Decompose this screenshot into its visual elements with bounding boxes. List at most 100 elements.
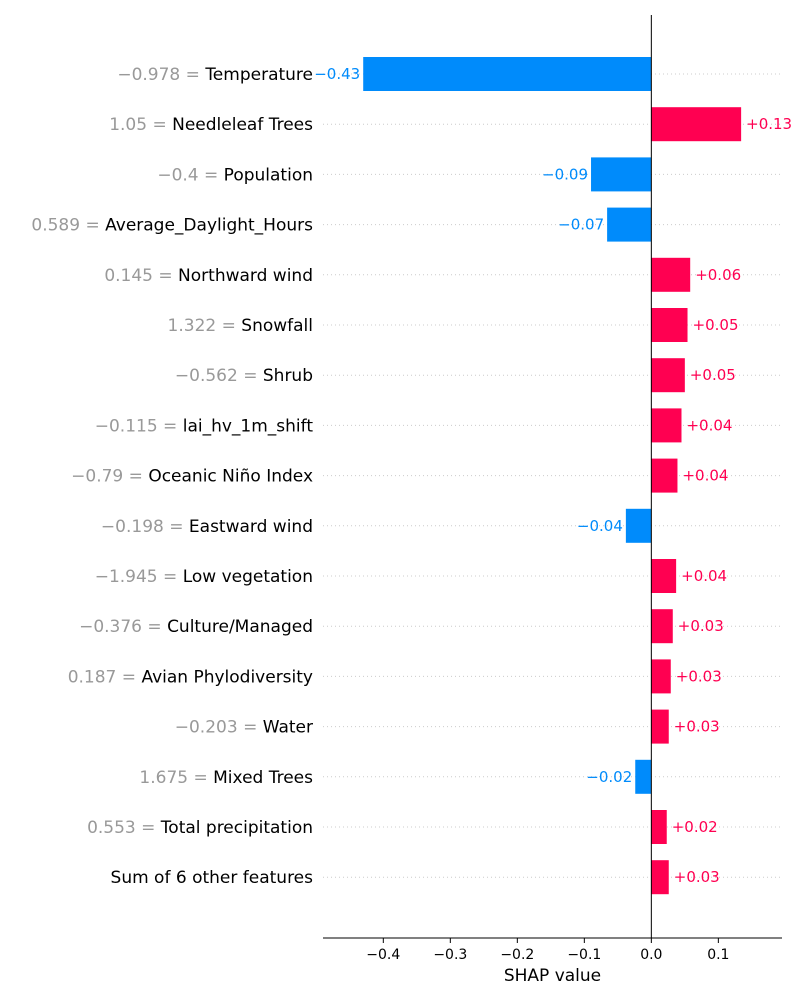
x-axis-title: SHAP value: [504, 966, 601, 986]
bar-value-label: −0.02: [586, 768, 632, 786]
bar-value-label: −0.07: [558, 216, 604, 234]
bar-value-label: +0.03: [678, 617, 724, 635]
shap-bar: [651, 358, 685, 393]
feature-label: −0.978 = Temperature: [117, 65, 313, 85]
feature-name: Mixed Trees: [213, 768, 313, 788]
feature-name: Culture/Managed: [167, 617, 313, 637]
shap-bar: [651, 810, 667, 844]
equals-sign: =: [164, 517, 189, 537]
feature-value: 1.05: [109, 115, 147, 135]
feature-label: 0.145 = Northward wind: [104, 266, 313, 286]
feature-name: Shrub: [263, 366, 313, 386]
shap-bar: [651, 659, 671, 694]
bar-value-label: +0.03: [674, 868, 720, 886]
feature-label: 0.589 = Average_Daylight_Hours: [31, 216, 313, 236]
feature-label: −0.562 = Shrub: [175, 366, 313, 386]
bar-value-label: +0.05: [693, 316, 739, 334]
row-gridlines: [323, 73, 782, 878]
feature-value: 1.322: [168, 316, 217, 336]
shap-bar: [625, 508, 652, 543]
x-tick-label: −0.4: [366, 947, 400, 963]
equals-sign: =: [116, 667, 141, 687]
x-tick-label: 0.1: [707, 947, 729, 963]
feature-label: 1.05 = Needleleaf Trees: [109, 115, 313, 135]
equals-sign: =: [136, 818, 161, 838]
feature-name: Low vegetation: [183, 567, 313, 587]
feature-value: 0.589: [31, 216, 80, 236]
feature-value: −1.945: [95, 567, 158, 587]
feature-value: −0.376: [79, 617, 142, 637]
feature-name: Population: [224, 165, 313, 185]
bar-value-label: +0.03: [674, 718, 720, 736]
feature-value: 0.187: [68, 667, 117, 687]
feature-name: Snowfall: [241, 316, 313, 336]
feature-value: −0.978: [117, 65, 180, 85]
bar-value-label: +0.03: [676, 667, 722, 685]
bar-value-label: +0.05: [690, 366, 736, 384]
bar-value-label: +0.04: [682, 467, 728, 485]
shap-bar: [651, 458, 678, 493]
feature-name: Temperature: [204, 65, 313, 85]
feature-value: 0.553: [87, 818, 136, 838]
shap-bar: [651, 860, 669, 895]
equals-sign: =: [238, 718, 263, 738]
shap-bar: [651, 308, 688, 342]
feature-name: lai_hv_1m_shift: [183, 416, 314, 436]
equals-sign: =: [158, 567, 183, 587]
feature-name: Avian Phylodiversity: [141, 667, 313, 687]
equals-sign: =: [238, 366, 263, 386]
feature-value: −0.562: [175, 366, 238, 386]
shap-bar: [591, 157, 652, 192]
equals-sign: =: [123, 467, 148, 487]
feature-name: Sum of 6 other features: [111, 868, 314, 888]
feature-value: 1.675: [139, 768, 188, 788]
equals-sign: =: [147, 115, 172, 135]
feature-name: Water: [263, 718, 313, 738]
feature-value: −0.203: [175, 718, 238, 738]
feature-value: 0.145: [104, 266, 153, 286]
equals-sign: =: [142, 617, 167, 637]
x-tick-label: −0.1: [567, 947, 601, 963]
equals-sign: =: [188, 768, 213, 788]
feature-label: −0.4 = Population: [157, 165, 313, 185]
feature-name: Eastward wind: [189, 517, 313, 537]
feature-label: 0.553 = Total precipitation: [87, 818, 313, 838]
feature-name: Total precipitation: [160, 818, 313, 838]
feature-value: −0.79: [71, 467, 123, 487]
feature-label: Sum of 6 other features: [111, 868, 314, 888]
bar-value-label: +0.04: [681, 567, 727, 585]
bars: −0.43 +0.13 −0.09 −0.07 +0.06 +0.05 +0.05 +0.04…: [314, 57, 792, 895]
feature-label: −0.79 = Oceanic Niño Index: [71, 467, 313, 487]
feature-value: −0.198: [101, 517, 164, 537]
feature-label: −0.376 = Culture/Managed: [79, 617, 313, 637]
bar-value-label: +0.13: [746, 115, 792, 133]
shap-bar: [651, 609, 673, 644]
feature-name: Needleleaf Trees: [172, 115, 313, 135]
bar-value-label: +0.04: [686, 416, 732, 434]
feature-label: 1.322 = Snowfall: [168, 316, 313, 336]
feature-label: −0.115 = lai_hv_1m_shift: [95, 416, 314, 436]
x-tick-label: 0.0: [640, 947, 662, 963]
x-tick-label: −0.3: [433, 947, 467, 963]
bar-value-label: −0.09: [542, 165, 588, 183]
shap-bar: [651, 257, 691, 292]
shap-bar: [635, 759, 652, 794]
equals-sign: =: [180, 65, 205, 85]
feature-name: Average_Daylight_Hours: [105, 216, 313, 236]
feature-value: −0.115: [95, 416, 158, 436]
feature-label: 0.187 = Avian Phylodiversity: [68, 667, 313, 687]
bar-value-label: −0.43: [314, 65, 360, 83]
equals-sign: =: [216, 316, 241, 336]
feature-label: −1.945 = Low vegetation: [95, 567, 313, 587]
shap-bar: [651, 408, 682, 443]
bar-value-label: +0.06: [695, 266, 741, 284]
x-tick-label: −0.2: [500, 947, 534, 963]
feature-labels: −0.978 = Temperature 1.05 = Needleleaf Tr…: [31, 65, 313, 888]
feature-name: Oceanic Niño Index: [148, 467, 313, 487]
shap-bar: [607, 207, 652, 242]
bar-value-label: −0.04: [577, 517, 623, 535]
feature-label: −0.198 = Eastward wind: [101, 517, 313, 537]
equals-sign: =: [158, 416, 183, 436]
shap-bar: [363, 57, 652, 91]
